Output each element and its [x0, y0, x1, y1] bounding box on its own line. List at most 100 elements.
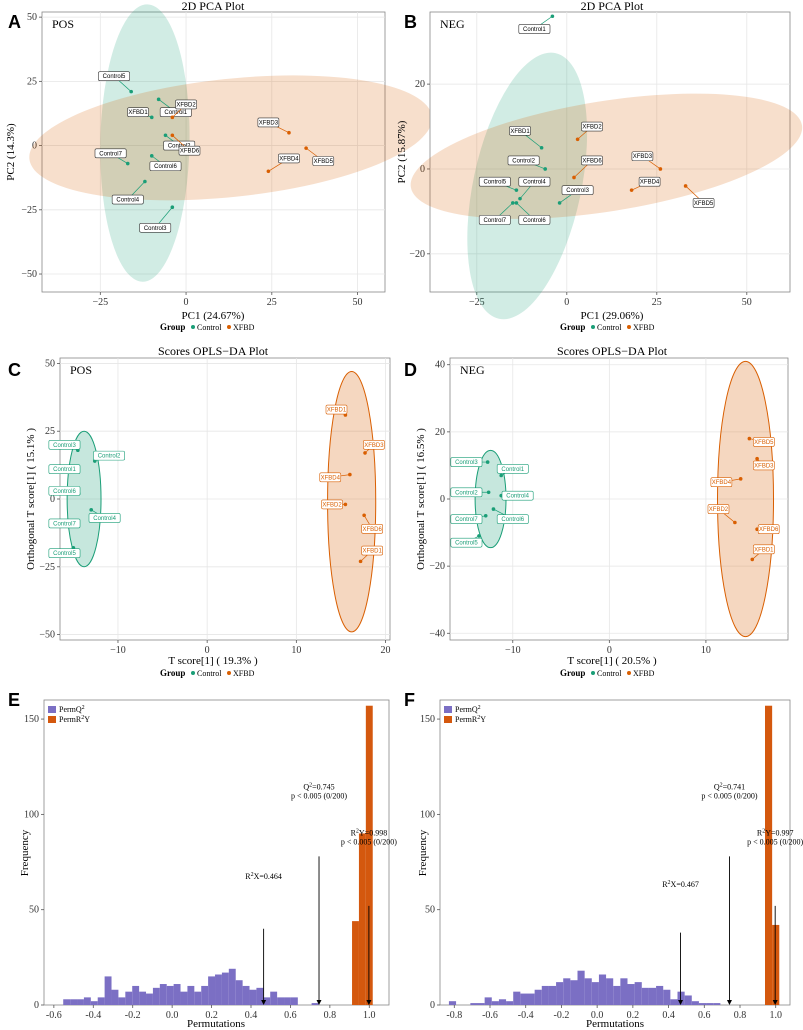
histogram-bar — [713, 1003, 721, 1005]
point-label: XFBD6 — [362, 527, 382, 533]
point-label: Control5 — [53, 551, 76, 557]
point-label-box — [478, 215, 511, 225]
histogram-bar — [527, 993, 535, 1005]
histogram-bar — [706, 1003, 714, 1005]
histogram-bar — [83, 997, 91, 1005]
histogram-bar — [670, 999, 678, 1005]
legend-marker — [591, 671, 595, 675]
point-label-box — [631, 151, 654, 162]
legend-marker — [591, 325, 595, 329]
x-axis-label: Permutations — [187, 1018, 245, 1030]
point-label: Control3 — [455, 460, 478, 466]
data-point — [149, 115, 154, 120]
point-label: Control6 — [501, 517, 524, 523]
panel-letter: D — [404, 360, 417, 380]
point-label-box — [325, 404, 348, 415]
x-tick-label: 1.0 — [769, 1010, 782, 1021]
y-tick-label: 0 — [430, 1000, 435, 1011]
point-label-box — [178, 145, 201, 156]
histogram-bar — [620, 978, 628, 1005]
x-tick-label: −25 — [469, 297, 485, 308]
point-label-box — [450, 487, 483, 498]
point-label-box — [139, 222, 172, 233]
point-label: XFBD1 — [754, 547, 774, 553]
point-label-box — [98, 71, 130, 82]
histogram-bar — [146, 993, 153, 1005]
legend-item: XFBD — [633, 323, 655, 332]
data-point — [755, 456, 759, 461]
legend-item: PermQ2 — [59, 705, 85, 714]
data-point — [129, 89, 133, 94]
point-label-box — [450, 457, 483, 467]
x-tick-label: 0.0 — [591, 1010, 604, 1021]
point-label: XFBD1 — [362, 549, 382, 555]
histogram-bar — [613, 985, 621, 1005]
histogram-bar — [577, 970, 585, 1005]
point-label: XFBD3 — [364, 443, 384, 449]
legend-marker — [627, 325, 631, 329]
point-label-box — [48, 464, 81, 474]
histogram-bar — [634, 982, 642, 1005]
x-tick-label: 0.0 — [166, 1010, 179, 1021]
x-tick-label: -0.6 — [482, 1010, 498, 1021]
point-label: XFBD5 — [754, 440, 774, 446]
histogram-bar — [563, 978, 571, 1005]
y-axis-label: PC2 (14.3%) — [5, 123, 17, 181]
mode-label: POS — [52, 17, 74, 31]
x-tick-label: 0.6 — [284, 1010, 297, 1021]
legend: Group Control XFBD — [560, 322, 655, 332]
histogram-bar — [541, 985, 549, 1005]
panel-letter: E — [8, 690, 20, 710]
annotation-text: Q2=0.741 — [714, 783, 745, 792]
data-point — [733, 520, 737, 525]
x-tick-label: −25 — [92, 297, 108, 308]
data-point — [363, 451, 367, 455]
annotation-text: p < 0.005 (0/200) — [701, 792, 757, 801]
data-point — [511, 201, 515, 205]
point-label-box — [175, 99, 197, 110]
data-point — [343, 502, 348, 507]
y-tick-label: 100 — [24, 809, 39, 820]
y-tick-label: 0 — [420, 164, 425, 175]
panel-f: F -0.8 -0.6 -0.4 -0.2 0.0 0.2 0.4 0.6 0.8 1.0 0 50 10… — [404, 690, 803, 1030]
legend-item: Control — [197, 323, 222, 332]
y-tick-label: 25 — [45, 426, 55, 437]
point-label: XFBD3 — [754, 463, 774, 469]
x-tick-label: 0 — [205, 645, 210, 656]
histogram-bar — [208, 976, 216, 1005]
point-label-box — [710, 477, 733, 488]
point-label: Control4 — [116, 198, 139, 204]
x-tick-label: 0.8 — [734, 1010, 747, 1021]
point-label-box — [501, 490, 534, 501]
confidence-ellipse-xfbd — [717, 360, 775, 638]
y-axis-label: PC2 (15.87%) — [396, 120, 408, 183]
histogram-bar — [270, 991, 278, 1005]
data-point — [149, 154, 154, 158]
x-tick-label: 0.2 — [627, 1010, 640, 1021]
annotation-text: Q2=0.745 — [303, 783, 334, 792]
y-tick-label: 50 — [29, 905, 39, 916]
point-label: Control1 — [523, 27, 546, 33]
panel-d: D −10 0 10 −40 −20 0 20 40 Scores OPLS−DA Plot T s… — [404, 344, 789, 678]
chart-title: 2D PCA Plot — [182, 0, 245, 13]
legend-marker — [227, 325, 231, 329]
data-point — [156, 97, 161, 102]
point-label: Control1 — [501, 467, 524, 473]
histogram-bar — [290, 997, 298, 1005]
point-label-box — [692, 198, 715, 208]
histogram-bar — [194, 991, 202, 1005]
chart-title: Scores OPLS−DA Plot — [158, 344, 269, 358]
legend-swatch — [444, 716, 452, 723]
histogram-bar — [111, 989, 119, 1005]
histogram-bar — [358, 833, 366, 1005]
point-label: XFBD4 — [321, 475, 341, 481]
data-point — [539, 145, 544, 150]
point-label-box — [361, 545, 383, 556]
point-label-box — [48, 439, 81, 450]
y-tick-label: 40 — [435, 360, 445, 371]
point-label: XFBD6 — [180, 149, 200, 155]
plot-frame — [43, 699, 390, 1006]
data-point — [750, 557, 755, 562]
legend-item: PermR2Y — [59, 715, 90, 724]
point-label-box — [363, 439, 385, 450]
